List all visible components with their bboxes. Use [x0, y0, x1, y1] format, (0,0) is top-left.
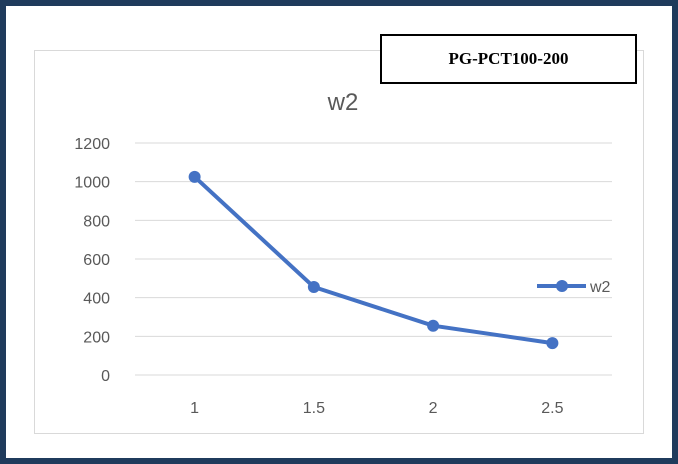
y-tick-label: 1200 — [74, 136, 110, 153]
y-axis-ticks: 0 200 400 600 800 1000 1200 — [74, 136, 110, 385]
data-point — [307, 281, 320, 294]
x-tick-label: 1 — [190, 400, 199, 417]
y-tick-label: 800 — [83, 213, 110, 230]
data-point — [427, 319, 440, 332]
y-tick-label: 400 — [83, 291, 110, 308]
label-box: PG-PCT100-200 — [380, 34, 637, 84]
data-point — [546, 337, 559, 350]
legend: w2 — [537, 279, 611, 296]
gridlines — [135, 142, 612, 376]
x-tick-label: 2.5 — [541, 400, 563, 417]
chart-area — [34, 50, 644, 434]
data-point — [188, 170, 201, 183]
x-tick-label: 1.5 — [303, 400, 325, 417]
legend-label: w2 — [589, 279, 611, 296]
x-axis-ticks: 1 1.5 2 2.5 — [190, 400, 563, 417]
legend-marker-swatch — [556, 280, 568, 292]
label-box-text: PG-PCT100-200 — [448, 49, 569, 68]
series-line — [193, 175, 553, 346]
x-tick-label: 2 — [429, 400, 438, 417]
series-w2 — [188, 170, 559, 350]
y-tick-label: 0 — [101, 368, 110, 385]
y-tick-label: 600 — [83, 252, 110, 269]
y-tick-label: 1000 — [74, 175, 110, 192]
chart-title: w2 — [327, 89, 359, 116]
y-tick-label: 200 — [83, 329, 110, 346]
